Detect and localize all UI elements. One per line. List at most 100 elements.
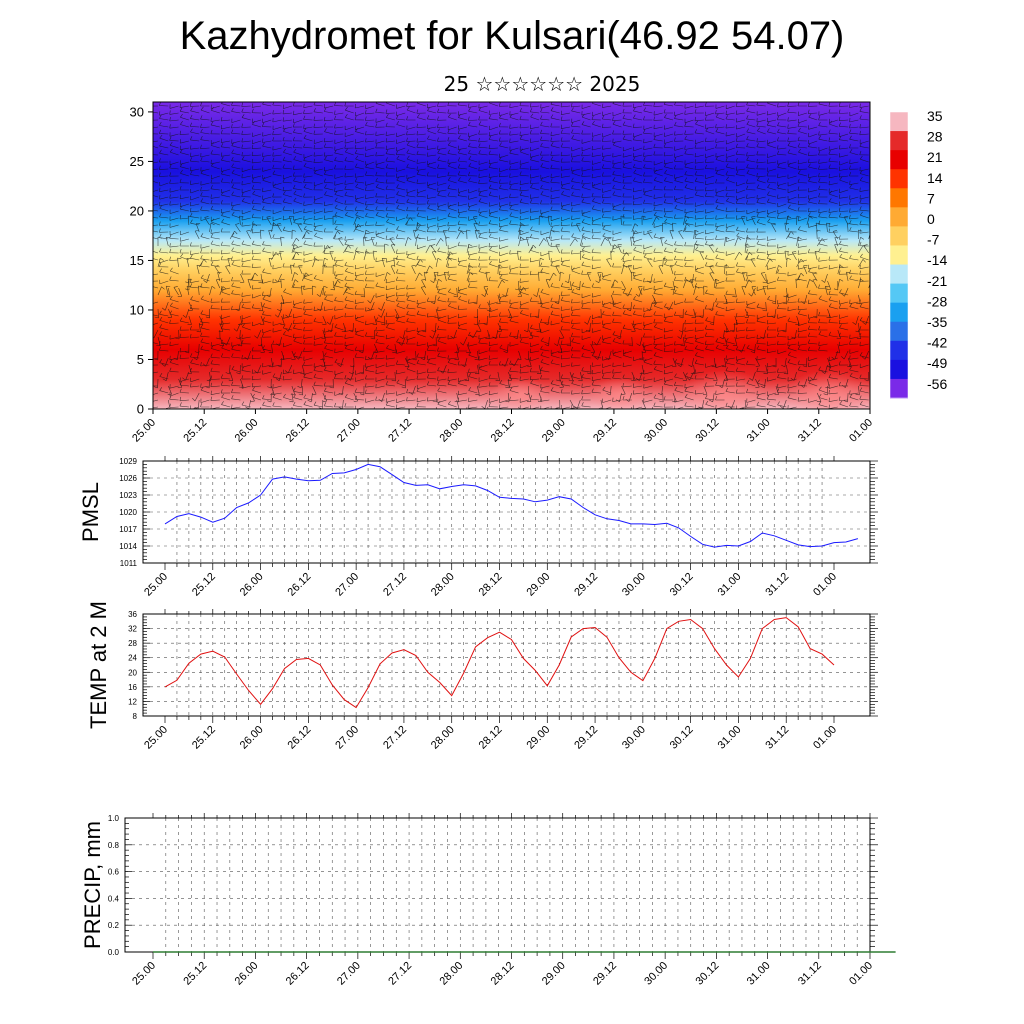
colorbar-swatch bbox=[890, 359, 908, 380]
cross-section-x-ticks: 25.00 25.12 26.00 26.12 27.00 27.12 28.00 28.12… bbox=[130, 409, 875, 445]
y-tick-label: 1017 bbox=[119, 525, 137, 534]
x-tick-label: 01.00 bbox=[811, 571, 839, 599]
x-tick-label: 30.00 bbox=[620, 724, 648, 752]
y-tick-label: 20 bbox=[128, 668, 137, 677]
colorbar-swatch bbox=[890, 283, 908, 304]
y-tick-label: 30 bbox=[130, 104, 144, 119]
x-tick-label: 29.00 bbox=[524, 571, 552, 599]
y-tick-label: 28 bbox=[128, 639, 137, 648]
y-tick-label: 1.0 bbox=[108, 814, 120, 823]
colorbar-label: 35 bbox=[927, 108, 943, 124]
x-tick-label: 01.00 bbox=[811, 724, 839, 752]
chart-title: Kazhydromet for Kulsari(46.92 54.07) bbox=[179, 14, 845, 58]
x-tick-label: 26.00 bbox=[238, 571, 266, 599]
x-tick-label: 31.12 bbox=[796, 417, 824, 445]
x-tick-label: 28.12 bbox=[477, 571, 505, 599]
x-tick-label: 29.12 bbox=[572, 571, 600, 599]
x-tick-label: 26.12 bbox=[286, 724, 314, 752]
y-tick-label: 20 bbox=[130, 203, 144, 218]
y-tick-label: 32 bbox=[128, 625, 137, 634]
colorbar-swatch bbox=[890, 245, 908, 266]
y-tick-label: 0.8 bbox=[108, 841, 120, 850]
colorbar-swatch bbox=[890, 169, 908, 189]
x-tick-label: 01.00 bbox=[847, 417, 875, 445]
warm-spot bbox=[680, 370, 770, 409]
colorbar-label: -14 bbox=[927, 252, 947, 268]
x-tick-label: 29.00 bbox=[540, 417, 568, 445]
y-tick-label: 8 bbox=[133, 712, 138, 721]
y-tick-label: 1014 bbox=[119, 542, 137, 551]
x-tick-label: 30.00 bbox=[642, 417, 670, 445]
x-tick-label: 01.00 bbox=[847, 960, 875, 988]
x-tick-label: 28.12 bbox=[477, 724, 505, 752]
colorbar-swatch bbox=[890, 264, 908, 285]
colorbar-swatch bbox=[890, 207, 908, 227]
x-tick-label: 29.12 bbox=[572, 724, 600, 752]
pmsl-panel: 1011 1014 1017 1020 1023 1026 1029 25.00 25.12 26… bbox=[78, 456, 878, 599]
x-tick-label: 30.12 bbox=[668, 571, 696, 599]
colorbar-swatch bbox=[890, 302, 908, 323]
chart-subtitle: 25 ☆☆☆☆☆☆ 2025 bbox=[443, 72, 641, 96]
x-tick-label: 27.12 bbox=[381, 724, 409, 752]
x-tick-label: 28.00 bbox=[429, 571, 457, 599]
cross-section-panel: 0 5 10 15 20 25 30 25.00 25.12 26.00 26.12 27.00 27… bbox=[130, 101, 875, 445]
colorbar-label: -56 bbox=[927, 376, 947, 392]
x-tick-label: 29.00 bbox=[524, 724, 552, 752]
x-tick-label: 31.00 bbox=[745, 960, 773, 988]
x-tick-label: 28.00 bbox=[429, 724, 457, 752]
y-tick-label: 0.4 bbox=[108, 894, 120, 903]
colorbar-label: -7 bbox=[927, 232, 940, 248]
precip-panel: 0.0 0.2 0.4 0.6 0.8 1.0 25.00 25.12 26.00 26.12 27… bbox=[80, 813, 896, 988]
y-tick-label: 1011 bbox=[120, 559, 138, 568]
x-tick-label: 31.12 bbox=[763, 724, 791, 752]
x-tick-label: 25.00 bbox=[142, 724, 170, 752]
x-tick-label: 26.12 bbox=[284, 417, 312, 445]
warm-spot bbox=[590, 377, 650, 409]
colorbar-swatch bbox=[890, 150, 908, 170]
y-tick-label: 15 bbox=[130, 253, 144, 268]
y-tick-label: 36 bbox=[128, 610, 137, 619]
x-tick-label: 27.12 bbox=[386, 960, 414, 988]
y-tick-label: 5 bbox=[137, 352, 144, 367]
colorbar-label: 14 bbox=[927, 170, 943, 186]
x-tick-label: 27.00 bbox=[335, 960, 363, 988]
colorbar-label: -42 bbox=[927, 335, 947, 351]
x-tick-label: 30.12 bbox=[694, 417, 722, 445]
temp-panel: 8 12 16 20 24 28 32 36 25.00 25.12 26.00 26.12 27.00… bbox=[86, 601, 878, 752]
colorbar-swatch bbox=[890, 188, 908, 208]
x-tick-label: 26.00 bbox=[233, 417, 261, 445]
cross-section-warm-spots bbox=[490, 370, 870, 409]
x-tick-label: 26.00 bbox=[233, 960, 261, 988]
x-tick-label: 31.00 bbox=[716, 571, 744, 599]
y-tick-label: 1023 bbox=[119, 491, 137, 500]
colorbar-label: -49 bbox=[927, 355, 947, 371]
colorbar-swatch bbox=[890, 378, 908, 399]
temp-line bbox=[164, 617, 835, 709]
x-tick-label: 30.00 bbox=[642, 960, 670, 988]
colorbar-swatch bbox=[890, 226, 908, 246]
y-tick-label: 1026 bbox=[119, 474, 137, 483]
x-tick-label: 28.12 bbox=[489, 417, 517, 445]
y-axis-label: TEMP at 2 M bbox=[86, 601, 111, 729]
x-tick-label: 25.12 bbox=[190, 571, 218, 599]
y-tick-label: 25 bbox=[130, 154, 144, 169]
x-tick-label: 27.00 bbox=[335, 417, 363, 445]
y-tick-label: 0.2 bbox=[108, 921, 120, 930]
colorbar-swatch bbox=[890, 112, 908, 132]
x-tick-label: 29.00 bbox=[540, 960, 568, 988]
colorbar-swatch bbox=[890, 131, 908, 151]
y-tick-label: 16 bbox=[128, 683, 137, 692]
colorbar-label: -21 bbox=[927, 273, 947, 289]
x-tick-label: 27.00 bbox=[333, 571, 361, 599]
x-tick-label: 27.12 bbox=[386, 417, 414, 445]
x-tick-label: 31.00 bbox=[745, 417, 773, 445]
x-tick-label: 30.12 bbox=[694, 960, 722, 988]
x-tick-label: 27.12 bbox=[381, 571, 409, 599]
x-tick-label: 25.12 bbox=[181, 417, 209, 445]
x-tick-label: 29.12 bbox=[591, 960, 619, 988]
colorbar-label: -35 bbox=[927, 314, 947, 330]
y-axis-label: PRECIP, mm bbox=[80, 821, 105, 949]
y-tick-label: 1029 bbox=[119, 457, 137, 466]
x-tick-label: 27.00 bbox=[333, 724, 361, 752]
